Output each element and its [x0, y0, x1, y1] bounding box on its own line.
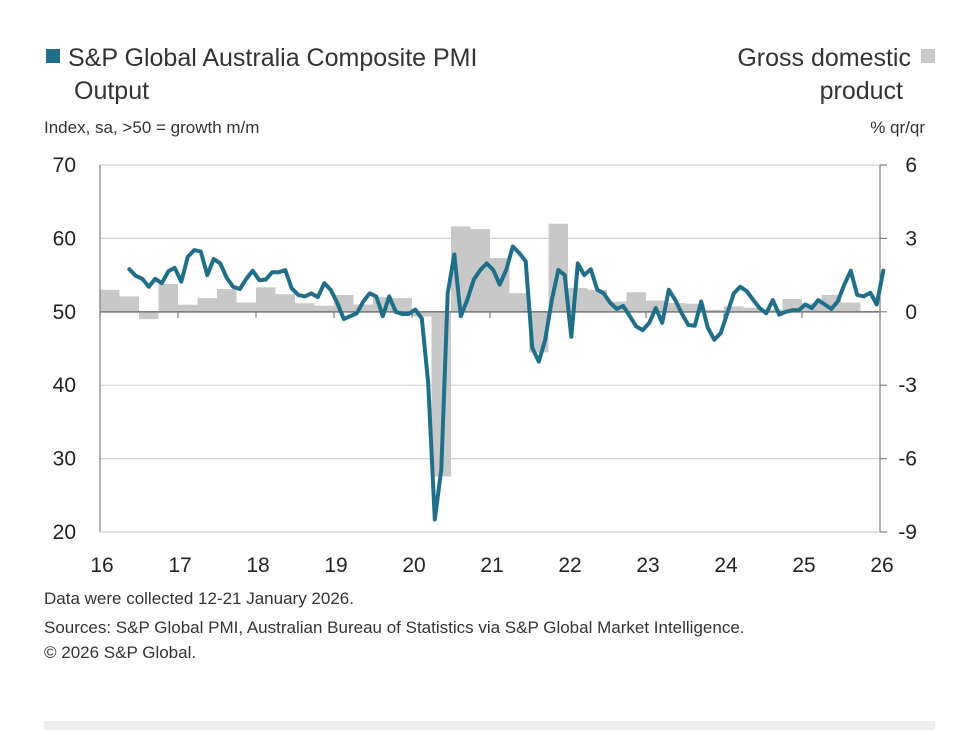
gdp-bar: [704, 309, 724, 312]
x-tick-label: 24: [714, 554, 738, 577]
right-axis-label: % qr/qr: [870, 118, 925, 137]
right-tick-label: -9: [898, 521, 917, 544]
right-tick-label: 6: [905, 154, 917, 177]
gdp-bar: [119, 296, 139, 312]
left-tick-label: 60: [53, 227, 76, 250]
legend-label-pmi-line2: Output: [74, 77, 150, 105]
gdp-bar: [314, 305, 334, 312]
legend-pmi: S&P Global Australia Composite PMI Outpu…: [46, 42, 586, 108]
gdp-bar: [295, 303, 315, 312]
gdp-bar: [217, 289, 237, 312]
x-tick-label: 25: [792, 554, 815, 577]
gdp-bar: [412, 311, 432, 317]
x-tick-label: 26: [870, 554, 893, 577]
x-tick-label: 19: [324, 554, 347, 577]
right-tick-label: 3: [905, 227, 917, 250]
legend-gdp: Gross domestic product: [675, 42, 935, 108]
legend-swatch-pmi: [46, 49, 60, 64]
gdp-bar: [100, 289, 120, 312]
right-tick-label: -3: [898, 374, 917, 397]
x-tick-label: 21: [480, 554, 503, 577]
legend-label-gdp-line2: product: [819, 77, 903, 105]
gdp-bar: [451, 226, 471, 312]
legend-label-gdp: Gross domestic: [737, 44, 911, 72]
gdp-bar: [353, 304, 373, 312]
gdp-bar: [139, 311, 159, 320]
bottom-band: [44, 721, 935, 730]
legend-label-pmi: S&P Global Australia Composite PMI: [68, 44, 478, 72]
x-tick-label: 18: [246, 554, 269, 577]
gdp-bar: [509, 293, 529, 312]
legend-swatch-gdp: [921, 49, 935, 64]
gdp-bar: [158, 283, 178, 312]
footer-note: Data were collected 12-21 January 2026.: [44, 589, 354, 608]
gdp-bar: [392, 298, 412, 312]
gdp-bar: [626, 292, 646, 312]
gdp-bar: [568, 288, 588, 312]
x-tick-label: 17: [168, 554, 191, 577]
gdp-bar: [743, 307, 763, 312]
left-tick-label: 20: [53, 521, 76, 544]
x-tick-label: 20: [402, 554, 425, 577]
footer-sources: Sources: S&P Global PMI, Australian Bure…: [44, 618, 745, 637]
x-tick-label: 16: [90, 554, 113, 577]
left-tick-label: 40: [53, 374, 76, 397]
left-axis-label: Index, sa, >50 = growth m/m: [44, 118, 260, 137]
left-tick-label: 30: [53, 448, 76, 471]
gdp-bar: [236, 302, 256, 312]
gdp-bar: [197, 298, 217, 312]
gdp-bar: [178, 304, 198, 312]
gdp-bar: [841, 302, 861, 312]
gdp-bar: [587, 289, 607, 312]
left-tick-label: 70: [53, 154, 76, 177]
pmi-line: [127, 244, 886, 522]
gdp-bar: [763, 309, 783, 312]
gdp-bar: [275, 294, 295, 312]
x-tick-label: 23: [636, 554, 659, 577]
gdp-bar: [665, 302, 685, 312]
right-tick-label: 0: [905, 301, 917, 324]
footer-copyright: © 2026 S&P Global.: [44, 643, 197, 662]
gdp-bar: [724, 306, 744, 312]
gdp-bar: [685, 303, 705, 312]
x-tick-label: 22: [558, 554, 581, 577]
gdp-bar: [256, 287, 276, 312]
left-tick-label: 50: [53, 301, 76, 324]
right-tick-label: -6: [898, 448, 917, 471]
